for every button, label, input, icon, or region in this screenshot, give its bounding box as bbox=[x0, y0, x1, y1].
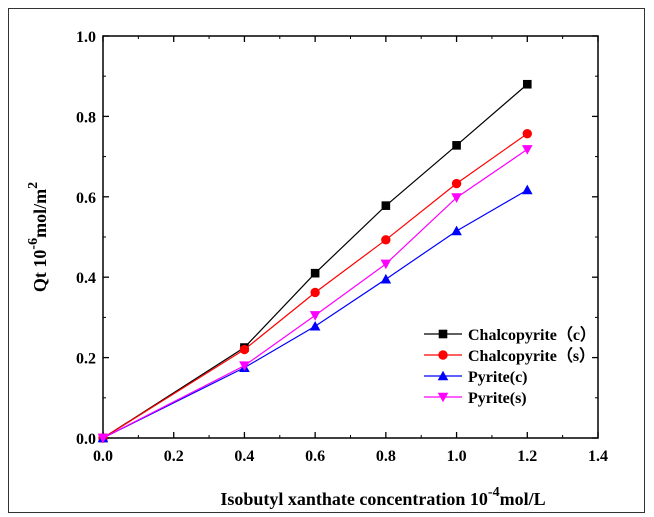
data-point bbox=[310, 287, 320, 298]
data-point bbox=[380, 273, 392, 284]
legend-item: Chalcopyrite（c） bbox=[424, 326, 596, 344]
x-axis-label: Isobutyl xanthate concentration 10-4mol/… bbox=[220, 485, 545, 509]
y-tick-label: 0.8 bbox=[76, 109, 96, 126]
series-line bbox=[102, 83, 528, 439]
series-1 bbox=[98, 79, 532, 443]
y-axis-label-sup: -6 bbox=[26, 238, 41, 250]
x-axis-label-unit: mol/L bbox=[500, 489, 546, 509]
data-point bbox=[452, 141, 461, 150]
x-axis-label-sup: -4 bbox=[488, 485, 500, 500]
legend-item: Chalcopyrite（s） bbox=[424, 347, 595, 365]
data-point bbox=[521, 184, 533, 195]
series-3 bbox=[97, 184, 533, 443]
data-point bbox=[451, 178, 462, 189]
plot-series bbox=[97, 79, 533, 444]
data-point bbox=[239, 344, 250, 355]
legend: Chalcopyrite（c） Chalcopyrite（s） Pyrite(c) P… bbox=[424, 326, 596, 407]
legend-marker bbox=[437, 370, 449, 381]
data-point bbox=[381, 235, 391, 245]
x-tick-label: 1.0 bbox=[447, 448, 467, 465]
x-tick-label: 0.2 bbox=[164, 448, 184, 465]
legend-item: Pyrite(c) bbox=[424, 369, 528, 386]
y-axis-label-unit-sup: 2 bbox=[26, 182, 41, 189]
data-point bbox=[451, 193, 462, 203]
series-line bbox=[102, 189, 528, 439]
y-axis-label-main: Qt 10 bbox=[30, 250, 50, 293]
data-point bbox=[239, 361, 250, 371]
x-tick-label: 0.0 bbox=[93, 448, 113, 465]
x-tick-label: 0.8 bbox=[376, 448, 396, 465]
data-point bbox=[310, 268, 320, 278]
legend-label: Chalcopyrite（c） bbox=[468, 326, 596, 344]
x-tick-label: 0.4 bbox=[234, 448, 254, 465]
x-tick-label: 1.2 bbox=[517, 448, 537, 465]
series-line bbox=[102, 148, 528, 439]
data-point bbox=[309, 311, 321, 321]
series-2 bbox=[98, 128, 532, 443]
x-tick-label: 0.6 bbox=[305, 448, 325, 465]
data-point bbox=[380, 259, 392, 270]
legend-label: Pyrite(s) bbox=[468, 390, 527, 407]
data-point bbox=[451, 225, 462, 236]
x-tick-label: 1.4 bbox=[588, 448, 608, 465]
data-point bbox=[97, 433, 109, 444]
legend-label: Pyrite(c) bbox=[468, 369, 528, 386]
y-tick-label: 0.6 bbox=[76, 190, 96, 207]
y-tick-label: 0.4 bbox=[76, 270, 96, 287]
y-axis-label: Qt 10-6mol/m2 bbox=[26, 182, 50, 292]
data-point bbox=[309, 320, 321, 331]
legend-marker bbox=[437, 392, 449, 403]
legend-item: Pyrite(s) bbox=[424, 390, 527, 407]
plot-axes: 0.0 0.2 0.4 0.6 0.8 1.0 1.2 1.4 0.0 0.2 0.4 0.6 0.8 1… bbox=[76, 29, 608, 465]
series-line bbox=[102, 133, 528, 439]
data-point bbox=[521, 145, 533, 155]
data-point bbox=[522, 128, 532, 139]
x-axis-label-main: Isobutyl xanthate concentration 10 bbox=[220, 489, 488, 509]
image-frame bbox=[8, 8, 645, 513]
y-tick-label: 0.0 bbox=[76, 431, 96, 448]
y-tick-label: 1.0 bbox=[76, 29, 96, 46]
series-4 bbox=[97, 145, 533, 444]
legend-marker bbox=[438, 329, 448, 339]
legend-marker bbox=[438, 350, 448, 360]
y-tick-label: 0.2 bbox=[76, 351, 96, 368]
data-point bbox=[522, 79, 532, 89]
y-axis-label-unit: mol/m bbox=[30, 189, 50, 238]
data-point bbox=[381, 201, 391, 210]
legend-label: Chalcopyrite（s） bbox=[468, 347, 595, 365]
